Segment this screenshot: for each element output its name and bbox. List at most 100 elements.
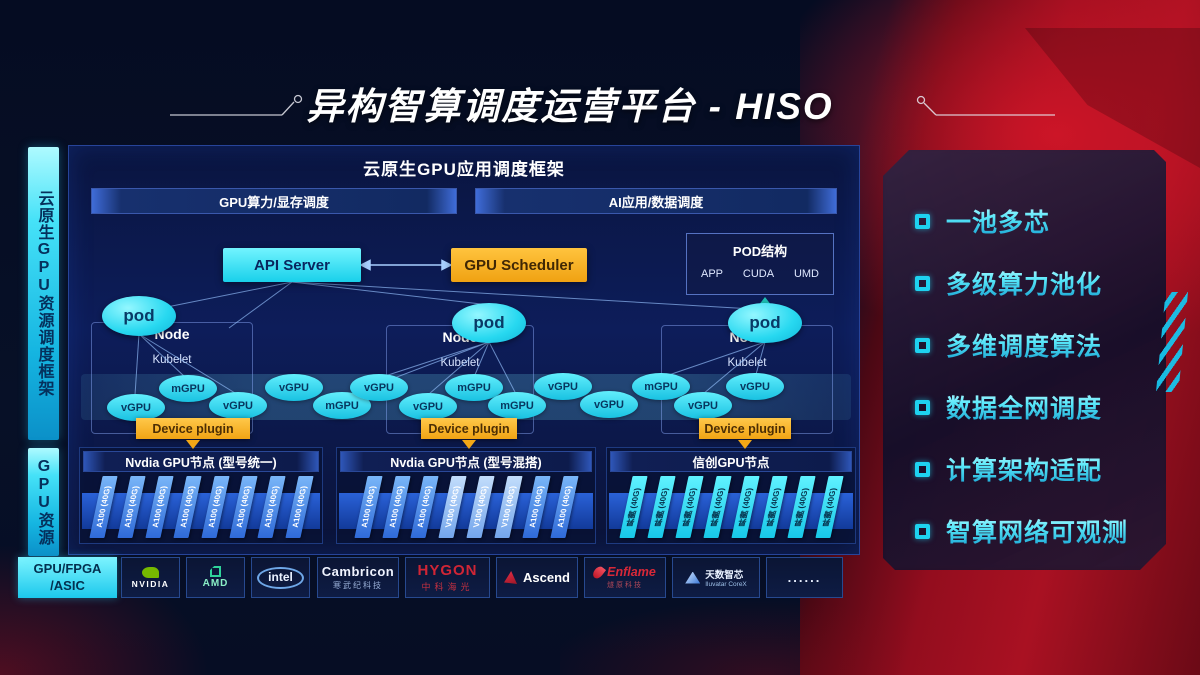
device-plugin-1: Device plugin	[136, 418, 250, 439]
node-1-kubelet: Kubelet	[152, 354, 192, 366]
vgpu-ellipse: vGPU	[265, 374, 323, 401]
main-diagram: 云原生GPU应用调度框架 GPU算力/显存调度 AI应用/数据调度 API Se…	[68, 145, 860, 555]
gpu-panel-nvidia-mixed: Nvdia GPU节点 (型号混搭) A100 (40G) A100 (40G) A…	[336, 447, 596, 544]
pod-structure-umd: UMD	[793, 268, 819, 280]
sidebar-label-gpu-resources: GPU资源	[28, 448, 59, 556]
feature-label: 多维调度算法	[946, 327, 1102, 363]
mgpu-ellipse: mGPU	[632, 373, 690, 400]
vgpu-ellipse: vGPU	[399, 393, 457, 420]
api-server-box: API Server	[223, 248, 361, 282]
gpu-card-a100: A100 (40G)	[549, 476, 579, 538]
vendor-iluvatar: 天数智芯 Iluvatar CoreX	[672, 557, 760, 598]
gpu-card-xc: 昇腾 (40G)	[618, 476, 648, 538]
gpu-panel-nvidia-uniform: Nvdia GPU节点 (型号统一) A100 (40G) A100 (40G) A…	[79, 447, 323, 544]
vgpu-ellipse: vGPU	[209, 392, 267, 419]
gpu-fpga-line1: GPU/FPGA	[33, 561, 102, 577]
gpu-card-a100: A100 (40G)	[256, 476, 286, 538]
feature-item-6: 智算网络可观测	[883, 500, 1166, 562]
gpu-card-row: A100 (40G) A100 (40G) A100 (40G) A100 (40G)…	[80, 472, 322, 542]
gpu-card-row: A100 (40G) A100 (40G) A100 (40G) V100 (40G)…	[337, 472, 595, 542]
pod-ellipse-3: pod	[728, 303, 802, 343]
title-circuit-decoration	[170, 94, 1055, 116]
page-title: 异构智算调度运营平台 - HISO	[306, 86, 834, 127]
mgpu-ellipse: mGPU	[159, 375, 217, 402]
enflame-wordmark: Enflame	[607, 565, 656, 579]
gpu-card-xc: 昇腾 (40G)	[758, 476, 788, 538]
node-3-kubelet: Kubelet	[727, 357, 767, 369]
ascend-wordmark: Ascend	[523, 570, 570, 585]
gpu-card-v100: V100 (40G)	[465, 476, 495, 538]
device-plugin-arrow-3	[738, 440, 752, 449]
gpu-card-v100: V100 (40G)	[493, 476, 523, 538]
pod-structure-title: POD结构	[732, 244, 788, 259]
checkbox-bullet-icon	[915, 462, 930, 477]
feature-item-5: 计算架构适配	[883, 438, 1166, 500]
vgpu-ellipse: vGPU	[726, 373, 784, 400]
vendor-more: ......	[766, 557, 843, 598]
gpu-card-a100: A100 (40G)	[353, 476, 383, 538]
gpu-card-a100: A100 (40G)	[144, 476, 174, 538]
pod-ellipse-2: pod	[452, 303, 526, 343]
gpu-card-v100: V100 (40G)	[437, 476, 467, 538]
vendor-intel: intel	[251, 557, 310, 598]
gpu-panel-2-title: Nvdia GPU节点 (型号混搭)	[340, 451, 592, 472]
pod-structure-app: APP	[701, 268, 724, 280]
background-red-bottom-center	[560, 585, 900, 675]
feature-panel: 一池多芯多级算力池化 多维调度算法 数据全网调度 计算架构适配 智算网络可观测	[883, 150, 1166, 570]
gpu-panel-xinchuang: 信创GPU节点 昇腾 (40G) 昇腾 (40G) 昇腾 (40G) 昇腾 (40G)…	[606, 447, 856, 544]
checkbox-bullet-icon	[915, 524, 930, 539]
feature-item-1: 一池多芯	[883, 190, 1166, 252]
gpu-card-xc: 昇腾 (40G)	[730, 476, 760, 538]
framework-title: 云原生GPU应用调度框架	[363, 160, 565, 179]
gpu-card-xc: 昇腾 (40G)	[646, 476, 676, 538]
feature-item-2: 多级算力池化	[883, 252, 1166, 314]
sidebar-label-scheduling-framework: 云原生GPU资源调度框架	[28, 147, 59, 440]
gpu-card-a100: A100 (40G)	[381, 476, 411, 538]
iluvatar-logo-icon	[685, 571, 701, 584]
vendor-amd: AMD	[186, 557, 245, 598]
vendor-nvidia: NVIDIA	[121, 557, 180, 598]
gpu-panel-3-title: 信创GPU节点	[610, 451, 852, 472]
feature-label: 多级算力池化	[946, 265, 1102, 301]
gpu-rack-band	[339, 493, 593, 529]
gpu-card-a100: A100 (40G)	[200, 476, 230, 538]
gpu-card-a100: A100 (40G)	[228, 476, 258, 538]
device-plugin-3: Device plugin	[699, 418, 791, 439]
bar-ai-app-data-scheduling: AI应用/数据调度	[475, 188, 837, 214]
gpu-card-a100: A100 (40G)	[409, 476, 439, 538]
ascend-logo-icon	[504, 571, 518, 584]
feature-label: 计算架构适配	[946, 451, 1102, 487]
feature-item-4: 数据全网调度	[883, 376, 1166, 438]
gpu-card-a100: A100 (40G)	[116, 476, 146, 538]
gpu-fpga-asic-label: GPU/FPGA /ASIC	[18, 557, 117, 598]
amd-wordmark: AMD	[202, 578, 229, 589]
gpu-card-xc: 昇腾 (40G)	[814, 476, 844, 538]
nvidia-wordmark: NVIDIA	[131, 578, 170, 589]
gpu-fpga-line2: /ASIC	[50, 578, 85, 593]
checkbox-bullet-icon	[915, 276, 930, 291]
pod-ellipse-1: pod	[102, 296, 176, 336]
iluvatar-wordmark: Iluvatar CoreX	[705, 581, 747, 588]
vgpu-ellipse: vGPU	[350, 374, 408, 401]
gpu-card-xc: 昇腾 (40G)	[674, 476, 704, 538]
enflame-logo-icon	[591, 564, 607, 580]
vgpu-ellipse: vGPU	[674, 392, 732, 419]
pod-structure-cuda: CUDA	[742, 268, 775, 280]
device-plugin-arrow-1	[186, 440, 200, 449]
feature-label: 数据全网调度	[946, 389, 1102, 425]
gpu-card-row: 昇腾 (40G) 昇腾 (40G) 昇腾 (40G) 昇腾 (40G) 昇腾 (40G)…	[607, 472, 855, 542]
vgpu-ellipse: vGPU	[107, 394, 165, 421]
bar-gpu-compute-scheduling: GPU算力/显存调度	[91, 188, 457, 214]
node-2-kubelet: Kubelet	[440, 357, 480, 369]
checkbox-bullet-icon	[915, 214, 930, 229]
iluvatar-chinese-name: 天数智芯	[705, 570, 744, 581]
feature-item-3: 多维调度算法	[883, 314, 1166, 376]
feature-label: 智算网络可观测	[946, 513, 1128, 549]
vgpu-ellipse: vGPU	[534, 373, 592, 400]
enflame-chinese-name: 燧原科技	[607, 582, 643, 589]
vendor-hygon: HYGON 中科海光	[405, 557, 490, 598]
gpu-card-a100: A100 (40G)	[521, 476, 551, 538]
gpu-card-a100: A100 (40G)	[88, 476, 118, 538]
mgpu-ellipse: mGPU	[488, 392, 546, 419]
checkbox-bullet-icon	[915, 400, 930, 415]
